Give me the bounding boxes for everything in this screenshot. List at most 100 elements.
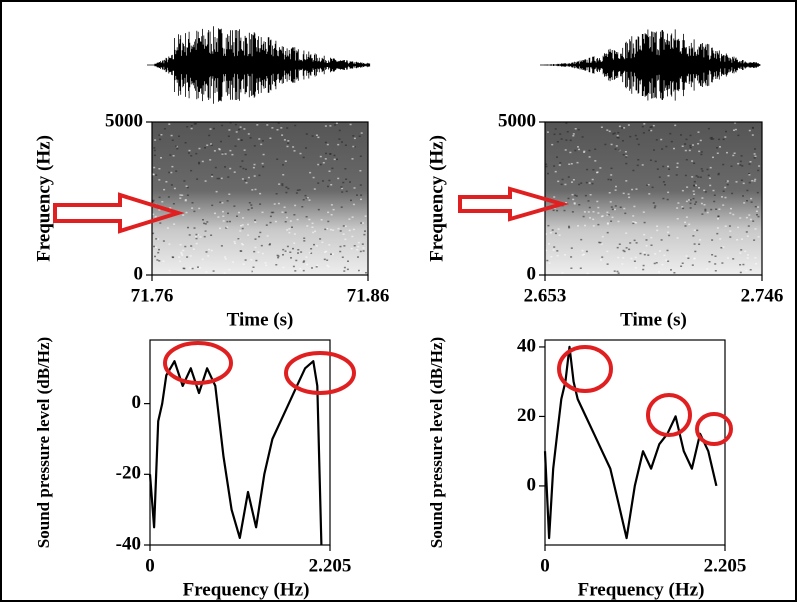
spectrogram-texture (352, 228, 355, 231)
spectrogram-texture (154, 215, 157, 218)
spectrogram-texture (594, 160, 597, 162)
spectrogram-texture (248, 202, 251, 204)
spectrogram-texture (328, 170, 331, 172)
spectrogram-texture (185, 185, 188, 187)
spectrogram-texture (689, 202, 692, 205)
spectrogram-texture (642, 264, 645, 267)
spectrogram-texture (676, 237, 679, 239)
spectrogram-texture (285, 250, 288, 252)
spectrogram-texture (726, 180, 729, 182)
spectrogram-texture (203, 235, 206, 238)
spectrogram-texture (736, 239, 739, 241)
spectrogram-texture (753, 239, 756, 241)
spectrogram-texture (252, 266, 255, 268)
spectrogram-texture (584, 224, 586, 227)
spectrogram-texture (684, 143, 687, 145)
spectrogram-texture (258, 174, 261, 177)
spectrogram-texture (711, 239, 714, 241)
spectrogram-texture (359, 170, 362, 172)
spectrogram-texture (337, 177, 340, 180)
spectrogram-texture (750, 197, 753, 200)
spectrogram-texture (631, 188, 634, 191)
spectrogram-texture (179, 244, 182, 246)
spectrogram-texture (656, 229, 659, 232)
x-axis-label: Time (s) (227, 309, 294, 330)
spectrogram-texture (360, 132, 363, 134)
spectrogram-texture (606, 223, 609, 225)
spectrogram-texture (358, 269, 360, 272)
spectrogram-texture (548, 262, 551, 264)
spectrogram-texture (715, 208, 718, 210)
spectrogram-texture (578, 183, 581, 186)
spectrogram-texture (661, 263, 664, 266)
spectrogram-texture (352, 135, 355, 137)
spectrogram-texture (242, 217, 245, 219)
spectrogram-texture (552, 249, 555, 251)
spectrogram-texture (573, 203, 576, 205)
spectrogram-texture (567, 176, 570, 178)
spectrogram-texture (287, 142, 290, 144)
spectrogram-texture (643, 251, 646, 254)
spectrogram-texture (326, 264, 329, 267)
spectrogram-texture (350, 247, 353, 250)
spectrogram-texture (591, 178, 594, 181)
spectrogram-texture (706, 168, 709, 171)
spectrogram-texture (600, 215, 603, 218)
spectrogram-texture (718, 138, 721, 141)
spectrogram-texture (714, 255, 717, 257)
spectrogram-texture (556, 250, 559, 252)
spectrogram-texture (172, 155, 175, 157)
spectrogram-texture (191, 207, 194, 209)
spectrogram-texture (588, 156, 591, 158)
spectrogram-texture (226, 226, 229, 228)
spectrogram-texture (610, 179, 612, 181)
spectrogram-texture (269, 243, 271, 245)
spectrogram-texture (234, 145, 237, 147)
spectrogram-texture (617, 131, 620, 134)
spectrogram-texture (616, 134, 619, 137)
spectrogram-texture (643, 123, 646, 125)
spectrogram-texture (161, 201, 164, 203)
spectrogram-texture (284, 221, 287, 223)
spectrogram-texture (328, 179, 331, 182)
spectrogram-texture (158, 168, 161, 170)
spectrogram-texture (749, 269, 752, 271)
spectrogram-texture (315, 266, 318, 268)
spectrogram-texture (258, 138, 261, 140)
spectrogram-texture (201, 258, 204, 261)
spectrogram-texture (289, 220, 292, 222)
spectrogram-texture (615, 185, 617, 188)
spectrogram-texture (306, 225, 309, 227)
spectrogram-texture (624, 151, 627, 153)
spectrogram-texture (223, 272, 226, 274)
spectrogram-texture (559, 133, 562, 135)
spectrogram-texture (701, 170, 704, 172)
spectrogram-texture (255, 259, 258, 262)
spectrogram-texture (252, 166, 255, 169)
spectrogram-texture (693, 257, 696, 260)
spectrogram-texture (338, 138, 341, 140)
spectrogram-texture (274, 220, 277, 223)
spectrogram-texture (729, 230, 732, 232)
spectrogram-texture (666, 198, 669, 201)
spectrogram-texture (262, 153, 265, 156)
spectrogram-texture (336, 158, 338, 161)
spectrogram-texture (606, 222, 609, 224)
spectrogram-texture (153, 154, 156, 157)
spectrogram-texture (228, 268, 231, 271)
spectrogram-texture (305, 216, 308, 218)
circle (557, 345, 613, 393)
spectrogram-texture (740, 249, 743, 251)
spectrogram-texture (650, 244, 653, 246)
spectrogram-texture (632, 169, 635, 172)
x-axis-label: Frequency (Hz) (578, 579, 705, 600)
spectrogram-texture (689, 146, 692, 149)
spectrogram-texture (247, 223, 249, 226)
spectrogram-texture (599, 167, 602, 169)
spectrogram-texture (716, 232, 719, 235)
spectrogram-texture (186, 256, 189, 258)
spectrogram-texture (359, 155, 362, 157)
spectrogram-texture (719, 146, 721, 148)
spectrogram-texture (622, 257, 625, 259)
spectrogram-texture (667, 175, 670, 177)
